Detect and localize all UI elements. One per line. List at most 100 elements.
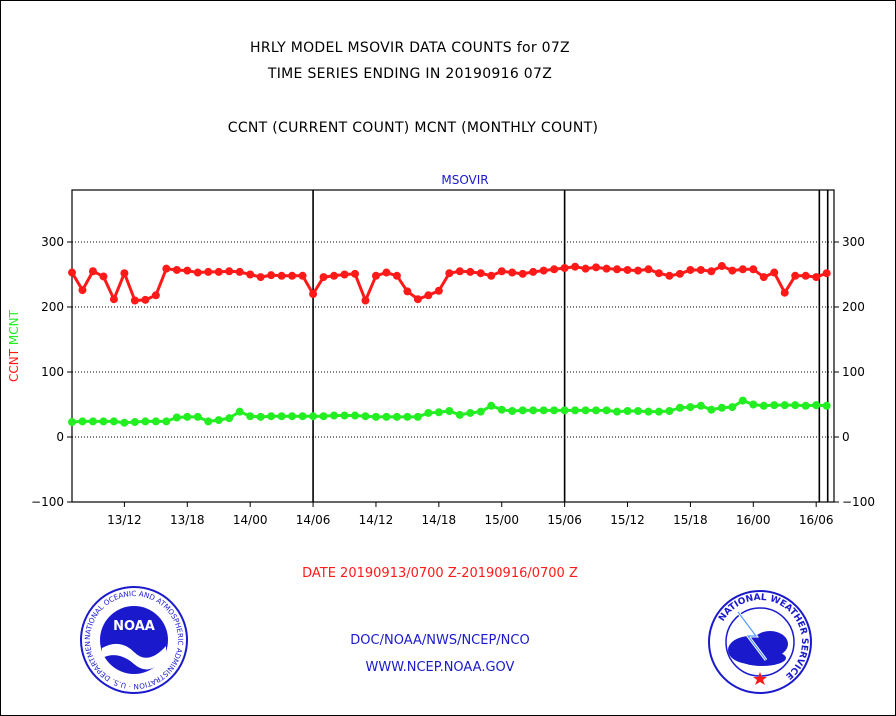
- data-point-ccnt: [225, 267, 234, 276]
- data-point-mcnt: [812, 401, 821, 410]
- data-point-ccnt: [812, 273, 821, 282]
- data-point-mcnt: [571, 406, 580, 415]
- data-point-ccnt: [246, 270, 255, 279]
- data-point-mcnt: [717, 403, 726, 412]
- data-point-mcnt: [455, 410, 464, 419]
- data-point-mcnt: [487, 401, 496, 410]
- data-point-ccnt: [602, 264, 611, 273]
- data-point-ccnt: [172, 265, 181, 274]
- data-point-ccnt: [141, 295, 150, 304]
- ytick-label-left: 300: [41, 235, 64, 249]
- data-point-ccnt: [644, 265, 653, 274]
- data-point-mcnt: [686, 403, 695, 412]
- data-point-mcnt: [120, 418, 129, 427]
- xtick-label: 14/00: [233, 513, 268, 527]
- data-point-ccnt: [319, 273, 328, 282]
- ytick-label-left: 100: [41, 365, 64, 379]
- data-point-mcnt: [623, 407, 632, 415]
- data-point-mcnt: [330, 411, 339, 420]
- data-point-ccnt: [633, 266, 642, 275]
- chart-title-line2: TIME SERIES ENDING IN 20190916 07Z: [267, 66, 553, 82]
- data-point-mcnt: [738, 396, 747, 405]
- plot-title: MSOVIR: [441, 173, 488, 187]
- data-point-ccnt: [780, 288, 789, 297]
- data-point-ccnt: [571, 262, 580, 271]
- data-point-mcnt: [68, 418, 76, 427]
- data-point-ccnt: [130, 296, 139, 305]
- data-point-mcnt: [214, 416, 223, 425]
- ytick-label-right: 300: [842, 235, 865, 249]
- data-point-mcnt: [613, 407, 622, 416]
- data-point-mcnt: [403, 412, 412, 421]
- data-point-ccnt: [78, 286, 87, 295]
- data-point-ccnt: [466, 267, 475, 276]
- website-link[interactable]: WWW.NCEP.NOAA.GOV: [365, 660, 515, 675]
- data-point-mcnt: [225, 414, 234, 423]
- data-point-ccnt: [193, 268, 202, 277]
- data-point-mcnt: [204, 417, 213, 426]
- data-point-ccnt: [696, 265, 705, 274]
- xtick-label: 15/06: [547, 513, 582, 527]
- data-point-ccnt: [770, 268, 779, 277]
- data-point-ccnt: [801, 271, 810, 280]
- data-point-ccnt: [424, 291, 433, 300]
- xtick-label: 15/00: [484, 513, 519, 527]
- data-point-mcnt: [801, 401, 810, 410]
- data-point-ccnt: [256, 273, 265, 282]
- data-point-ccnt: [403, 287, 412, 296]
- data-point-ccnt: [277, 271, 286, 280]
- data-point-ccnt: [497, 267, 506, 276]
- xtick-label: 14/12: [359, 513, 394, 527]
- data-point-mcnt: [550, 406, 559, 415]
- y-axis-label: CCNT MCNT: [7, 309, 21, 382]
- data-point-mcnt: [791, 401, 800, 410]
- data-point-ccnt: [623, 265, 632, 274]
- data-point-ccnt: [749, 265, 758, 274]
- ytick-label-right: 200: [842, 300, 865, 314]
- data-point-ccnt: [183, 266, 192, 275]
- data-point-ccnt: [592, 263, 601, 272]
- xtick-label: 15/18: [673, 513, 708, 527]
- data-point-ccnt: [518, 269, 527, 278]
- data-point-ccnt: [99, 272, 108, 281]
- data-point-ccnt: [68, 268, 76, 277]
- data-point-ccnt: [707, 267, 716, 276]
- data-point-mcnt: [193, 412, 202, 421]
- data-point-mcnt: [518, 406, 527, 415]
- data-point-ccnt: [529, 267, 538, 276]
- data-point-ccnt: [445, 269, 454, 278]
- xtick-label: 16/00: [736, 513, 771, 527]
- data-point-ccnt: [791, 271, 800, 280]
- data-point-mcnt: [109, 417, 118, 426]
- data-point-ccnt: [728, 266, 737, 275]
- data-point-mcnt: [780, 401, 789, 410]
- data-point-mcnt: [434, 408, 443, 417]
- data-point-ccnt: [214, 267, 223, 276]
- data-point-ccnt: [675, 269, 684, 278]
- data-point-ccnt: [288, 271, 297, 280]
- data-point-ccnt: [455, 267, 464, 276]
- data-point-mcnt: [822, 401, 831, 410]
- noaa-logo: NATIONAL OCEANIC AND ATMOSPHERIC ADMINIS…: [80, 586, 188, 694]
- data-point-ccnt: [665, 271, 674, 280]
- data-point-ccnt: [298, 271, 307, 280]
- data-point-mcnt: [130, 418, 139, 427]
- data-point-mcnt: [88, 417, 97, 426]
- data-point-mcnt: [298, 412, 307, 421]
- data-point-ccnt: [235, 267, 244, 276]
- data-point-ccnt: [550, 265, 559, 274]
- data-point-mcnt: [309, 412, 318, 421]
- data-point-ccnt: [434, 286, 443, 295]
- data-point-mcnt: [654, 407, 663, 416]
- data-point-ccnt: [382, 268, 391, 277]
- xtick-label: 16/06: [799, 513, 834, 527]
- y-axis-label-part: MCNT: [7, 309, 21, 349]
- data-point-mcnt: [696, 401, 705, 410]
- data-point-mcnt: [256, 412, 265, 421]
- data-point-mcnt: [183, 412, 192, 421]
- data-point-mcnt: [644, 407, 653, 416]
- xtick-label: 14/18: [422, 513, 457, 527]
- data-point-ccnt: [508, 268, 517, 277]
- data-point-ccnt: [120, 269, 129, 278]
